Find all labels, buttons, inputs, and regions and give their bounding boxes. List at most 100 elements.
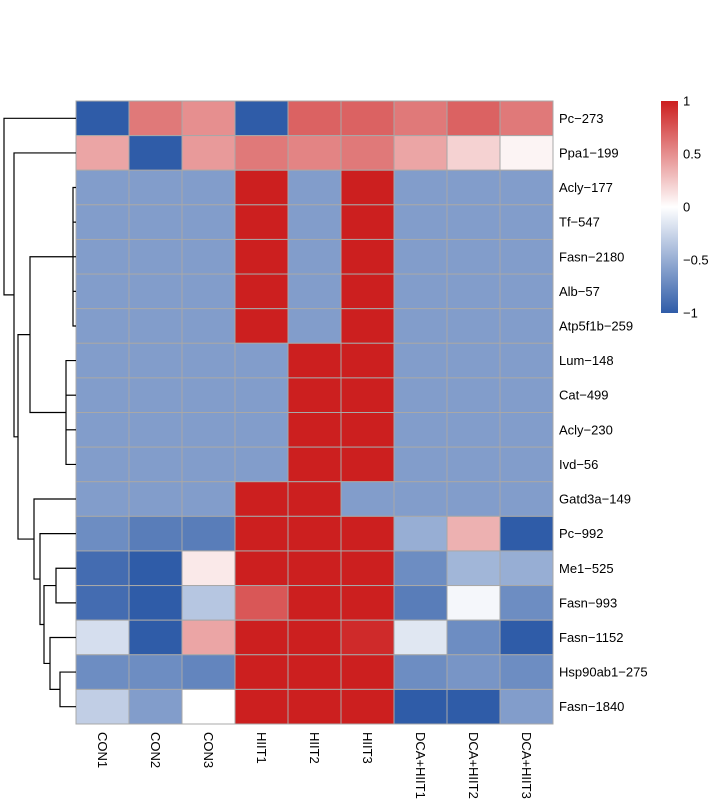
heatmap-cell (446, 204, 501, 240)
column-label: HIIT1 (254, 732, 269, 764)
heatmap-cell (234, 515, 289, 552)
heatmap-cell (287, 308, 342, 344)
row-label: Ivd−56 (559, 457, 598, 472)
heatmap-cell (181, 342, 236, 379)
heatmap-cell (75, 204, 130, 240)
heatmap-cell (393, 688, 448, 725)
heatmap-cell (446, 100, 501, 137)
heatmap-cell (128, 342, 183, 379)
heatmap-cell (75, 342, 130, 379)
column-label: CON1 (95, 732, 110, 768)
heatmap-cell (393, 169, 448, 206)
heatmap-cell (75, 550, 130, 587)
heatmap-cell (75, 515, 130, 552)
heatmap-cell (287, 550, 342, 587)
heatmap-cell (181, 273, 236, 310)
heatmap-cell (234, 204, 289, 240)
heatmap-cell (393, 308, 448, 344)
heatmap-cell (393, 619, 448, 656)
heatmap-cell (393, 273, 448, 310)
heatmap-cell (181, 377, 236, 413)
heatmap-cell (234, 550, 289, 587)
column-label: DCA+HIIT2 (466, 732, 481, 799)
heatmap-cell (393, 654, 448, 690)
heatmap-cell (446, 481, 501, 517)
heatmap-cell (446, 619, 501, 656)
heatmap-cell (499, 135, 554, 171)
legend-tick-label: 0.5 (683, 147, 701, 162)
heatmap-cell (340, 481, 395, 517)
heatmap-cell (446, 135, 501, 171)
heatmap-cell (287, 342, 342, 379)
heatmap-cell (446, 585, 501, 621)
heatmap-cell (393, 481, 448, 517)
heatmap-cell (287, 446, 342, 483)
legend-tick-label: 0 (683, 200, 690, 215)
heatmap-cell (234, 238, 289, 275)
column-label: CON3 (201, 732, 216, 768)
heatmap-cell (75, 308, 130, 344)
heatmap-cell (499, 550, 554, 587)
heatmap-cell (499, 377, 554, 413)
heatmap-cell (128, 585, 183, 621)
row-dendrogram (3, 117, 76, 708)
heatmap-cell (128, 515, 183, 552)
heatmap-cell (340, 446, 395, 483)
heatmap-cell (393, 342, 448, 379)
heatmap-cells (75, 100, 554, 725)
heatmap-cell (128, 204, 183, 240)
heatmap-cell (340, 100, 395, 137)
heatmap-cell (128, 238, 183, 275)
heatmap-cell (499, 481, 554, 517)
row-label: Lum−148 (559, 353, 614, 368)
legend-tick-label: −1 (683, 306, 698, 321)
heatmap-cell (446, 273, 501, 310)
heatmap-cell (128, 688, 183, 725)
heatmap-cell (340, 654, 395, 690)
heatmap-cell (287, 654, 342, 690)
heatmap-cell (287, 688, 342, 725)
row-label: Pc−992 (559, 526, 603, 541)
heatmap-cell (393, 412, 448, 448)
heatmap-cell (181, 619, 236, 656)
heatmap-cell (446, 377, 501, 413)
heatmap-cell (393, 585, 448, 621)
heatmap-cell (181, 169, 236, 206)
heatmap-cell (499, 273, 554, 310)
heatmap-cell (393, 377, 448, 413)
heatmap-cell (234, 273, 289, 310)
heatmap-cell (340, 377, 395, 413)
row-label: Fasn−993 (559, 595, 617, 610)
heatmap-cell (287, 585, 342, 621)
heatmap-cell (499, 238, 554, 275)
heatmap-cell (446, 412, 501, 448)
heatmap-cell (128, 377, 183, 413)
heatmap-cell (393, 135, 448, 171)
heatmap-cell (287, 619, 342, 656)
heatmap-cell (393, 446, 448, 483)
heatmap-cell (446, 688, 501, 725)
heatmap-cell (234, 619, 289, 656)
heatmap-cell (128, 308, 183, 344)
heatmap-cell (340, 412, 395, 448)
heatmap-cell (499, 515, 554, 552)
heatmap-cell (75, 100, 130, 137)
heatmap-cell (128, 446, 183, 483)
heatmap-cell (340, 619, 395, 656)
heatmap-cell (234, 308, 289, 344)
row-labels: Pc−273 Ppa1−199 Acly−177 Tf−547 Fasn−2180 Alb… (559, 111, 648, 714)
heatmap-cell (75, 481, 130, 517)
heatmap-cell (181, 688, 236, 725)
row-label: Pc−273 (559, 111, 603, 126)
heatmap-cell (287, 169, 342, 206)
column-label: HIIT2 (307, 732, 322, 764)
column-label: DCA+HIIT3 (519, 732, 534, 799)
heatmap-cell (340, 550, 395, 587)
heatmap-cell (234, 135, 289, 171)
heatmap-cell (128, 135, 183, 171)
heatmap-cell (234, 688, 289, 725)
heatmap-cell (446, 550, 501, 587)
row-label: Acly−177 (559, 180, 613, 195)
heatmap-cell (287, 481, 342, 517)
